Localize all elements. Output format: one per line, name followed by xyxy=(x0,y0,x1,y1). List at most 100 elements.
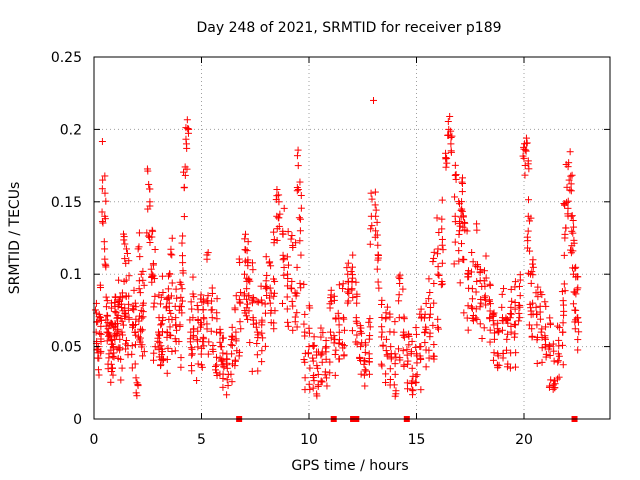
data-point xyxy=(567,187,575,195)
data-point xyxy=(570,236,578,244)
data-point xyxy=(177,354,185,362)
data-point xyxy=(297,191,305,199)
data-point xyxy=(301,374,309,382)
data-point xyxy=(512,349,520,357)
data-point xyxy=(434,270,442,278)
data-point xyxy=(171,347,179,355)
data-point xyxy=(330,296,338,304)
data-point xyxy=(571,306,579,314)
data-point xyxy=(135,243,143,251)
data-point xyxy=(178,303,186,311)
data-point xyxy=(482,274,490,282)
data-point xyxy=(467,268,475,276)
data-point xyxy=(241,270,248,278)
data-point xyxy=(537,328,545,336)
data-point xyxy=(218,343,226,351)
data-point xyxy=(565,176,573,184)
data-point xyxy=(98,218,106,226)
data-point xyxy=(537,288,545,296)
data-point xyxy=(203,255,211,263)
data-point xyxy=(521,162,529,170)
data-point xyxy=(529,271,537,279)
data-point xyxy=(574,336,582,344)
data-point xyxy=(205,338,213,346)
data-point xyxy=(498,303,506,311)
data-point xyxy=(109,364,117,372)
data-point xyxy=(193,302,201,310)
data-point xyxy=(188,345,196,353)
data-point xyxy=(273,192,281,200)
data-point xyxy=(125,257,133,265)
data-point xyxy=(468,285,476,293)
data-point xyxy=(254,331,262,339)
data-point xyxy=(232,337,240,345)
data-point xyxy=(183,144,191,152)
data-point xyxy=(574,346,582,354)
data-point xyxy=(291,313,299,321)
data-point xyxy=(263,271,271,279)
data-point xyxy=(490,321,498,329)
data-point xyxy=(158,272,166,280)
data-point xyxy=(139,276,147,284)
data-point xyxy=(151,292,159,300)
data-point xyxy=(108,367,116,375)
data-point xyxy=(235,352,243,360)
data-point xyxy=(120,236,128,244)
data-point xyxy=(574,318,582,326)
data-point xyxy=(317,333,325,341)
data-point xyxy=(349,274,357,282)
data-point xyxy=(262,282,270,290)
data-point xyxy=(455,247,463,255)
data-point xyxy=(212,353,220,361)
data-point xyxy=(511,305,519,313)
data-point xyxy=(526,247,534,255)
data-point xyxy=(258,347,266,355)
data-point xyxy=(204,292,212,300)
data-point xyxy=(372,212,380,220)
data-point xyxy=(139,352,147,360)
data-point xyxy=(151,245,159,253)
data-point xyxy=(270,292,278,300)
data-point xyxy=(103,337,111,345)
data-point xyxy=(413,359,421,367)
data-point xyxy=(270,319,278,327)
y-tick-label: 0 xyxy=(73,412,82,428)
data-point xyxy=(339,280,347,288)
data-point xyxy=(270,228,278,236)
data-point xyxy=(538,325,546,333)
data-point xyxy=(164,272,172,280)
data-point xyxy=(353,331,361,339)
data-point xyxy=(493,361,501,369)
data-point xyxy=(267,262,275,270)
data-point xyxy=(335,340,343,348)
data-point xyxy=(228,341,236,349)
data-point xyxy=(203,320,211,328)
data-point xyxy=(273,236,281,244)
data-point xyxy=(181,171,189,179)
data-point xyxy=(567,180,575,188)
data-point xyxy=(571,325,579,333)
data-point xyxy=(139,267,147,275)
data-point xyxy=(412,379,420,387)
data-point xyxy=(99,176,107,184)
data-point xyxy=(366,315,374,323)
data-point xyxy=(293,309,301,317)
data-point xyxy=(408,380,416,388)
data-point xyxy=(425,314,433,322)
data-point xyxy=(158,320,166,328)
data-point xyxy=(116,335,124,343)
data-point xyxy=(309,357,317,365)
data-point xyxy=(245,292,253,300)
data-point xyxy=(125,315,133,323)
data-point xyxy=(348,327,356,335)
data-point xyxy=(365,370,373,378)
data-point xyxy=(150,275,158,283)
data-point xyxy=(435,228,443,236)
data-point xyxy=(283,253,291,261)
data-point xyxy=(568,212,576,220)
data-point xyxy=(157,361,165,369)
data-point xyxy=(568,171,576,179)
data-point xyxy=(193,377,201,385)
data-point xyxy=(94,366,102,374)
data-point xyxy=(405,341,413,349)
